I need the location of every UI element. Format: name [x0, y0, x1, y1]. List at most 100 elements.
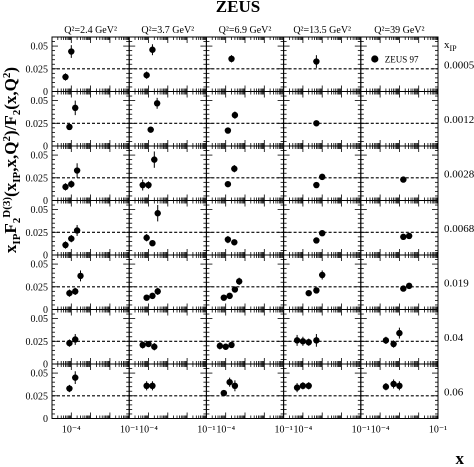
y-tick-label: 0.05 [31, 151, 49, 162]
panel-frame [51, 363, 130, 419]
panel-frame [360, 363, 439, 419]
row-param-label: xIP [444, 39, 457, 53]
panel-frame [128, 254, 207, 310]
panel-frame [205, 254, 285, 310]
data-point [220, 294, 228, 301]
x-tick-label: 10⁻⁴ [216, 425, 235, 436]
panel-frame [51, 36, 130, 92]
y-tick-label: 0.025 [26, 337, 49, 348]
panel-frame [360, 145, 439, 201]
data-point [66, 385, 73, 392]
data-point [72, 336, 79, 343]
data-point [305, 382, 312, 389]
x-tick-label: 10⁻⁴ [139, 425, 158, 436]
y-tick-label: 0.025 [26, 64, 49, 75]
x-tick-label: 10⁻¹ [352, 425, 370, 436]
data-point [293, 337, 301, 344]
row-label: 0.0012 [444, 114, 474, 126]
data-point [313, 58, 320, 65]
data-point [224, 127, 232, 134]
panel-frame [360, 254, 439, 310]
panel-frame [128, 145, 207, 201]
panel-frame [128, 91, 207, 147]
data-point [68, 180, 75, 188]
row-label: 0.0028 [444, 168, 474, 180]
data-point [228, 341, 235, 349]
row-label: 0.0005 [444, 59, 474, 71]
panel-frame [205, 145, 285, 201]
data-point [62, 183, 69, 191]
data-point [149, 239, 156, 247]
data-point [319, 230, 326, 237]
y-tick-label: 0.025 [26, 119, 49, 130]
panel-frame [51, 309, 130, 365]
data-point [305, 289, 312, 297]
data-point [293, 384, 301, 391]
y-tick-label: 0 [43, 360, 48, 371]
y-tick-label: 0 [43, 305, 48, 316]
y-tick-label: 0.025 [26, 228, 49, 239]
data-point [72, 374, 79, 381]
data-point [313, 237, 320, 244]
x-tick-label: 10⁻¹ [429, 425, 447, 436]
data-point [154, 288, 161, 295]
data-point [231, 286, 239, 293]
x-tick-label: 10⁻⁴ [294, 425, 313, 436]
data-point [139, 181, 146, 189]
panel-frame [128, 309, 207, 365]
data-point [235, 278, 243, 285]
data-point [390, 380, 397, 388]
data-point [66, 123, 73, 131]
data-point [313, 337, 320, 344]
y-tick-label: 0 [43, 414, 48, 425]
data-point [153, 100, 161, 107]
legend-label: ZEUS 97 [385, 55, 419, 65]
panel-frame [51, 91, 130, 147]
data-point [220, 389, 228, 397]
data-point [400, 233, 407, 241]
data-point [390, 340, 397, 348]
data-point [73, 227, 81, 234]
data-point [145, 181, 152, 189]
data-point [149, 382, 156, 389]
data-point [400, 285, 407, 292]
legend-marker [371, 55, 379, 63]
data-point [72, 104, 79, 112]
panel-frame [205, 363, 285, 419]
x-axis-label: x [456, 449, 465, 467]
data-point [313, 120, 320, 127]
data-point [319, 173, 326, 181]
panel-frame [283, 145, 362, 201]
data-point [216, 342, 224, 350]
y-tick-label: 0 [43, 87, 48, 98]
panel-frame [283, 36, 362, 92]
x-tick-label: 10⁻¹ [274, 425, 292, 436]
panel-frame [51, 254, 130, 310]
data-point [226, 292, 233, 300]
data-point [382, 337, 390, 344]
y-tick-label: 0 [43, 142, 48, 153]
x-tick-label: 10⁻¹ [197, 425, 215, 436]
y-tick-label: 0 [43, 196, 48, 207]
data-point [68, 48, 75, 55]
data-point [396, 382, 403, 389]
y-tick-label: 0.05 [31, 369, 49, 380]
y-tick-label: 0.025 [26, 282, 49, 293]
data-point [143, 234, 150, 241]
panel-frame [283, 309, 362, 365]
y-tick-label: 0.05 [31, 42, 49, 53]
row-label: 0.0068 [444, 223, 474, 235]
y-tick-label: 0.05 [31, 96, 49, 107]
data-point [143, 71, 150, 79]
panel-frame [128, 363, 207, 419]
panel-frame [205, 200, 285, 256]
data-point [231, 382, 239, 389]
column-header: Q²=13.5 GeV² [293, 25, 351, 36]
column-header: Q²=3.7 GeV² [141, 25, 194, 36]
panel-frame [205, 91, 285, 147]
data-point [62, 73, 69, 81]
data-point [154, 210, 161, 217]
data-point [143, 294, 150, 301]
x-tick-label: 10⁻⁴ [371, 425, 390, 436]
y-tick-label: 0.05 [31, 260, 49, 271]
